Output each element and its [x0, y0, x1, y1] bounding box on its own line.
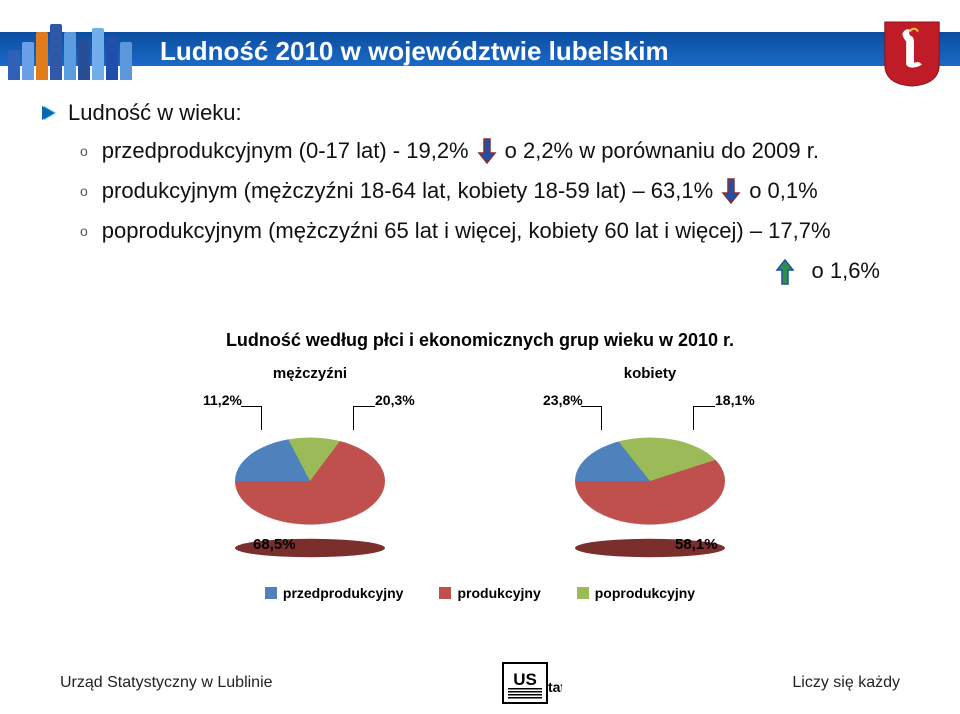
pie-label-prod: 58,1%	[675, 536, 718, 553]
pie-section: Ludność według płci i ekonomicznych grup…	[0, 330, 960, 556]
pie-label-post: 11,2%	[203, 392, 242, 408]
pie-disc	[235, 438, 385, 525]
bullet-text-change: o 0,1%	[749, 178, 818, 204]
pie-group: mężczyźni20,3%11,2%68,5%	[200, 365, 420, 556]
pie-disc	[575, 438, 725, 525]
pie-leader	[581, 406, 601, 407]
pie-leader	[261, 406, 262, 430]
pie-row: mężczyźni20,3%11,2%68,5%kobiety18,1%23,8…	[0, 365, 960, 556]
page-title: Ludność 2010 w województwie lubelskim	[160, 36, 669, 67]
bullet-row: o produkcyjnym (mężczyźni 18-64 lat, kobi…	[80, 178, 920, 204]
legend-label: poprodukcyjny	[595, 585, 695, 601]
pie-heading: mężczyźni	[200, 365, 420, 382]
pie-leader	[241, 406, 261, 407]
header-bar-icon	[22, 42, 34, 80]
footer: Urząd Statystyczny w Lublinie US tat Lic…	[0, 662, 960, 704]
bullet-marker: o	[80, 183, 88, 199]
arrow-down-icon	[721, 178, 741, 204]
pie-leader	[693, 406, 694, 430]
header-band: Ludność 2010 w województwie lubelskim	[0, 20, 960, 80]
pie-group: kobiety18,1%23,8%58,1%	[540, 365, 760, 556]
legend-swatch	[265, 587, 277, 599]
heading-text: Ludność w wieku:	[68, 100, 242, 126]
bullet-text-main: przedprodukcyjnym (0-17 lat) - 19,2%	[102, 138, 469, 164]
pie-holder: 20,3%11,2%68,5%	[225, 386, 395, 556]
chart-legend: przedprodukcyjny produkcyjny poprodukcyjny	[0, 585, 960, 601]
header-bar-icon	[64, 32, 76, 80]
bullet-marker: o	[80, 143, 88, 159]
header-bar-icon	[78, 40, 90, 80]
bullet-row: o przedprodukcyjnym (0-17 lat) - 19,2% o …	[80, 138, 920, 164]
arrow-down-icon	[477, 138, 497, 164]
header-bar-icon	[8, 50, 20, 80]
legend-label: przedprodukcyjny	[283, 585, 404, 601]
heading-bullet-icon	[40, 104, 58, 122]
content-block: Ludność w wieku: o przedprodukcyjnym (0-1…	[40, 100, 920, 285]
legend-item: przedprodukcyjny	[265, 585, 404, 601]
bullet-text-change: o 2,2% w porównaniu do 2009 r.	[505, 138, 819, 164]
bullet-text-main: poprodukcyjnym (mężczyźni 65 lat i więce…	[102, 218, 831, 244]
heading-row: Ludność w wieku:	[40, 100, 920, 126]
legend-item: poprodukcyjny	[577, 585, 695, 601]
svg-text:US: US	[514, 670, 538, 689]
final-change-row: o 1,6%	[40, 258, 880, 285]
arrow-up-icon	[775, 259, 795, 285]
pie-label-pre: 18,1%	[715, 392, 755, 408]
legend-item: produkcyjny	[439, 585, 540, 601]
pie-leader	[353, 406, 354, 430]
legend-label: produkcyjny	[457, 585, 540, 601]
bullet-row: o poprodukcyjnym (mężczyźni 65 lat i więc…	[80, 218, 920, 244]
header-bar-icon	[106, 36, 118, 80]
bullet-marker: o	[80, 223, 88, 239]
pie-label-post: 23,8%	[543, 392, 583, 408]
pie-holder: 18,1%23,8%58,1%	[565, 386, 735, 556]
header-bar-icon	[36, 32, 48, 80]
pie-label-prod: 68,5%	[253, 536, 296, 553]
pie-section-title: Ludność według płci i ekonomicznych grup…	[0, 330, 960, 351]
header-bar-icon	[92, 28, 104, 80]
header-bar-icon	[120, 42, 132, 80]
pie-leader	[601, 406, 602, 430]
header-bars-icon	[8, 20, 132, 80]
footer-right-text: Liczy się każdy	[792, 674, 900, 692]
pie-leader	[353, 406, 375, 407]
final-change-text: o 1,6%	[812, 258, 881, 283]
bullet-text-main: produkcyjnym (mężczyźni 18-64 lat, kobie…	[102, 178, 713, 204]
bullet-list: o przedprodukcyjnym (0-17 lat) - 19,2% o …	[80, 138, 920, 244]
footer-left-text: Urząd Statystyczny w Lublinie	[60, 674, 273, 692]
pie-heading: kobiety	[540, 365, 760, 382]
crest-icon	[882, 20, 942, 88]
svg-text:tat: tat	[548, 679, 562, 695]
legend-swatch	[439, 587, 451, 599]
pie-leader	[693, 406, 715, 407]
pie-label-pre: 20,3%	[375, 392, 415, 408]
footer-logo-icon: US tat	[502, 662, 562, 704]
header-bar-icon	[50, 24, 62, 80]
legend-swatch	[577, 587, 589, 599]
